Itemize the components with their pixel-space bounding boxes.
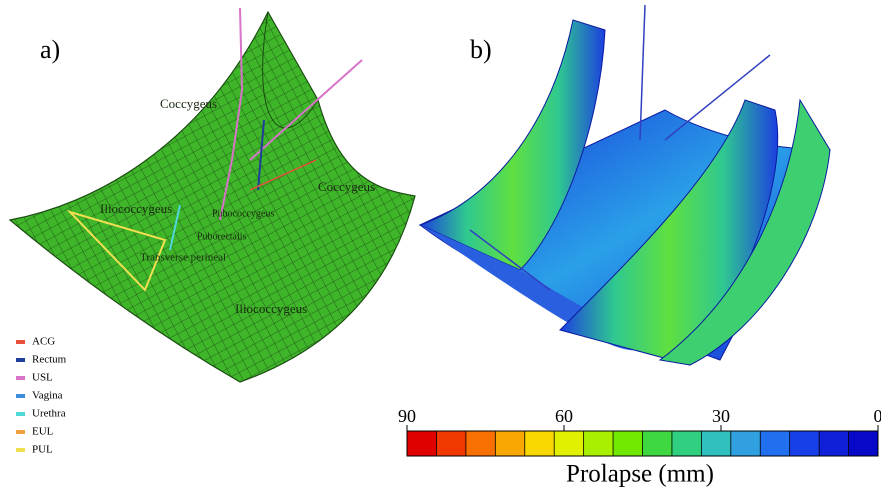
legend-label: Vagina bbox=[32, 390, 63, 402]
colorbar-cell bbox=[407, 431, 437, 456]
legend: ACG Rectum USL Vagina Urethra EUL PUL bbox=[16, 336, 67, 456]
colorbar-cell bbox=[731, 431, 761, 456]
colorbar-cell bbox=[436, 431, 466, 456]
colorbar-cell bbox=[554, 431, 584, 456]
legend-swatch bbox=[16, 430, 25, 434]
legend-swatch bbox=[16, 358, 25, 362]
colorbar-cell bbox=[525, 431, 555, 456]
colorbar-cell bbox=[613, 431, 643, 456]
legend-swatch bbox=[16, 412, 25, 416]
panel-a-model bbox=[10, 8, 415, 382]
colorbar-cell bbox=[760, 431, 790, 456]
colorbar-tick-label: 60 bbox=[555, 406, 573, 426]
colorbar-tick-label: 30 bbox=[712, 406, 730, 426]
colorbar-cell bbox=[495, 431, 525, 456]
colorbar-cell bbox=[819, 431, 849, 456]
muscle-label: Pubococcygeus bbox=[212, 208, 274, 219]
panel-label: b) bbox=[470, 35, 492, 64]
legend-swatch bbox=[16, 340, 25, 344]
legend-swatch bbox=[16, 376, 25, 380]
colorbar-cell bbox=[849, 431, 879, 456]
legend-swatch bbox=[16, 448, 25, 452]
colorbar-cell bbox=[466, 431, 496, 456]
legend-label: EUL bbox=[32, 426, 54, 438]
colorbar-cell bbox=[672, 431, 702, 456]
colorbar: 90 60 30 0 Prolapse (mm) bbox=[398, 406, 881, 488]
legend-label: Urethra bbox=[32, 408, 66, 420]
legend-label: USL bbox=[32, 372, 53, 384]
colorbar-tick-label: 90 bbox=[398, 406, 416, 426]
figure: ACG Rectum USL Vagina Urethra EUL PUL 90 60 30 0 P… bbox=[0, 0, 881, 495]
colorbar-cell bbox=[701, 431, 731, 456]
colorbar-cell bbox=[790, 431, 820, 456]
legend-label: PUL bbox=[32, 444, 53, 456]
muscle-label: Coccygeus bbox=[318, 179, 375, 194]
muscle-label: Transverse perineal bbox=[140, 252, 226, 264]
colorbar-title: Prolapse (mm) bbox=[566, 461, 714, 488]
legend-label: Rectum bbox=[32, 354, 67, 366]
muscle-label: Puborectalis bbox=[197, 231, 247, 242]
legend-swatch bbox=[16, 394, 25, 398]
muscle-label: Iliococcygeus bbox=[235, 301, 307, 316]
muscle-label: Coccygeus bbox=[160, 96, 217, 111]
panel-label: a) bbox=[40, 35, 60, 64]
colorbar-cell bbox=[584, 431, 614, 456]
colorbar-tick-label: 0 bbox=[874, 406, 881, 426]
muscle-label: Iliococcygeus bbox=[100, 201, 172, 216]
colorbar-cell bbox=[643, 431, 673, 456]
legend-label: ACG bbox=[32, 336, 55, 348]
